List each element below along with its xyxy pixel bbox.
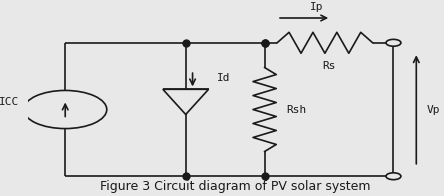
Circle shape <box>386 39 401 46</box>
Text: Rsh: Rsh <box>287 104 307 114</box>
Text: Figure 3 Circuit diagram of PV solar system: Figure 3 Circuit diagram of PV solar sys… <box>100 180 371 193</box>
Text: Rs: Rs <box>322 61 336 71</box>
Text: Vp: Vp <box>427 104 440 114</box>
Circle shape <box>386 173 401 180</box>
Text: ICC: ICC <box>0 97 20 107</box>
Text: Id: Id <box>217 73 230 83</box>
Text: Ip: Ip <box>310 2 323 12</box>
